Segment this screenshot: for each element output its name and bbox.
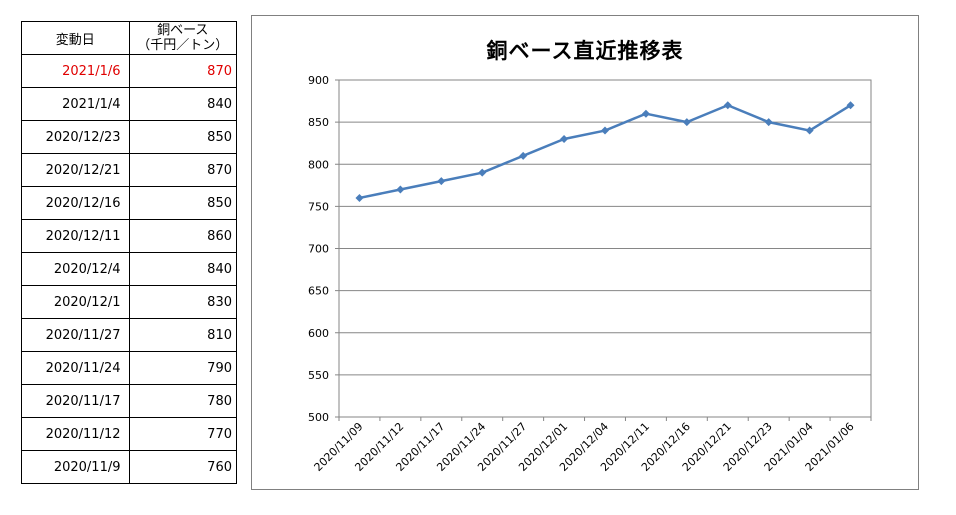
table-row: 2020/11/24 790 [21, 351, 237, 385]
data-point [805, 126, 814, 135]
header-date: 変動日 [21, 21, 130, 55]
plot-area [338, 79, 872, 418]
table-row: 2020/12/23 850 [21, 120, 237, 154]
row-value: 870 [128, 54, 237, 88]
row-date: 2020/12/11 [21, 219, 130, 253]
row-value: 870 [128, 153, 237, 187]
data-point [355, 193, 364, 202]
data-point [764, 118, 773, 127]
data-point [641, 109, 650, 118]
chart-frame: 銅ベース直近推移表 500 550 600 650 700 750 800 850 900 202… [251, 15, 919, 490]
row-value: 830 [128, 285, 237, 319]
row-value: 860 [128, 219, 237, 253]
table-body: 2021/1/6 870 2021/1/4 840 2020/12/23 850 2020/… [21, 54, 237, 484]
table-row: 2020/11/9 760 [21, 450, 237, 484]
y-tick-label: 550 [308, 369, 329, 382]
row-date: 2020/12/21 [21, 153, 130, 187]
row-date: 2021/1/4 [21, 87, 130, 121]
row-date: 2020/11/9 [21, 450, 130, 484]
series-line [359, 104, 852, 200]
line-chart: 5005506006507007508008509002020/11/09202… [308, 74, 872, 474]
data-point [519, 151, 528, 160]
table-header-row: 変動日 銅ベース （千円／トン） [21, 21, 237, 55]
y-tick-label: 900 [308, 74, 329, 87]
header-price-line1: 銅ベース [157, 23, 209, 38]
y-tick-label: 500 [308, 411, 329, 424]
row-date: 2020/11/27 [21, 318, 130, 352]
table-row: 2020/12/21 870 [21, 153, 237, 187]
row-value: 760 [128, 450, 237, 484]
row-value: 840 [128, 252, 237, 286]
row-value: 790 [128, 351, 237, 385]
y-tick-label: 600 [308, 327, 329, 340]
data-point [396, 185, 405, 194]
table-row: 2021/1/6 870 [21, 54, 237, 88]
y-tick-label: 700 [308, 243, 329, 256]
table-row: 2020/12/11 860 [21, 219, 237, 253]
y-tick-label: 750 [308, 200, 329, 213]
row-date: 2020/12/23 [21, 120, 130, 154]
row-value: 770 [128, 417, 237, 451]
data-point [478, 168, 487, 177]
table-row: 2020/11/12 770 [21, 417, 237, 451]
table-row: 2020/11/27 810 [21, 318, 237, 352]
header-price-line2: （千円／トン） [137, 38, 229, 53]
table-row: 2021/1/4 840 [21, 87, 237, 121]
data-point [437, 177, 446, 186]
data-point [682, 118, 691, 127]
row-date: 2020/11/24 [21, 351, 130, 385]
data-point [846, 101, 855, 110]
chart-title: 銅ベース直近推移表 [486, 39, 684, 63]
table-row: 2020/12/4 840 [21, 252, 237, 286]
row-value: 850 [128, 120, 237, 154]
row-date: 2020/12/16 [21, 186, 130, 220]
data-point [560, 134, 569, 143]
y-tick-label: 850 [308, 116, 329, 129]
row-date: 2020/11/17 [21, 384, 130, 418]
price-table: 変動日 銅ベース （千円／トン） 2021/1/6 870 2021/1/4 840 2… [21, 21, 237, 484]
data-point [723, 101, 732, 110]
row-date: 2020/11/12 [21, 417, 130, 451]
row-value: 840 [128, 87, 237, 121]
data-point [601, 126, 609, 135]
table-row: 2020/12/1 830 [21, 285, 237, 319]
header-price: 銅ベース （千円／トン） [128, 21, 237, 55]
y-tick-label: 800 [308, 158, 329, 171]
row-value: 780 [128, 384, 237, 418]
row-date: 2021/1/6 [21, 54, 130, 88]
row-value: 850 [128, 186, 237, 220]
row-date: 2020/12/1 [21, 285, 130, 319]
y-tick-label: 650 [308, 285, 329, 298]
table-row: 2020/12/16 850 [21, 186, 237, 220]
row-date: 2020/12/4 [21, 252, 130, 286]
table-row: 2020/11/17 780 [21, 384, 237, 418]
row-value: 810 [128, 318, 237, 352]
